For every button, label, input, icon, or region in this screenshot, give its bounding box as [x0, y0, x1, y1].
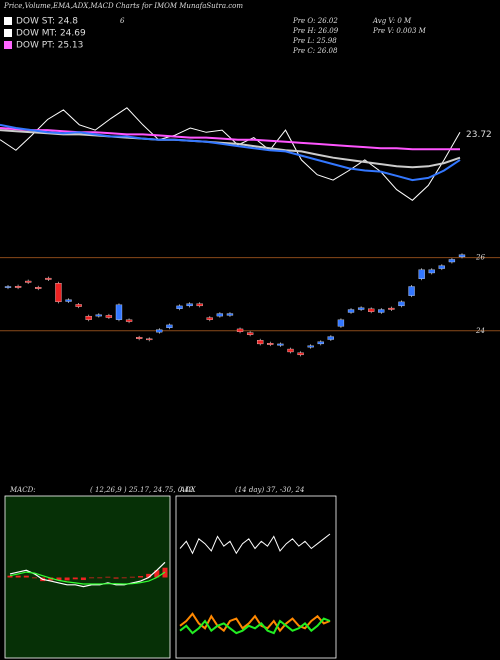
candle-body	[307, 345, 314, 348]
candle-body	[257, 340, 264, 345]
histogram-bar	[89, 577, 95, 579]
candle-body	[357, 307, 365, 310]
y-tick-label: 24	[475, 327, 485, 335]
histogram-bar	[56, 577, 62, 581]
histogram-bar	[154, 570, 160, 578]
candle-body	[125, 319, 133, 322]
candle-body	[458, 254, 466, 258]
histogram-bar	[105, 576, 111, 578]
series-line	[0, 107, 461, 201]
candle-body	[448, 259, 456, 263]
candle-body	[25, 280, 32, 283]
annotation: 23.72	[466, 130, 492, 140]
candle-body	[408, 286, 415, 296]
candle-body	[136, 337, 143, 339]
stat: Pre H: 26.09	[292, 27, 339, 35]
series-line	[9, 571, 166, 585]
histogram-bar	[64, 577, 70, 581]
candle-body	[45, 277, 52, 280]
macd-panel	[4, 495, 171, 659]
series-line	[179, 533, 331, 555]
y-tick-label: 26	[475, 254, 485, 262]
candle-body	[206, 317, 213, 320]
page-title: Price,Volume,EMA,ADX,MACD Charts for IMO…	[3, 2, 243, 10]
histogram-bar	[7, 575, 13, 578]
candle-body	[35, 287, 42, 289]
candle-body	[146, 338, 153, 341]
legend-swatch	[4, 29, 12, 37]
candle-body	[105, 315, 113, 318]
stat: Pre V: 0.003 M	[372, 27, 427, 35]
adx-title: ADX	[179, 486, 197, 494]
stat: Pre O: 26.02	[292, 17, 338, 25]
candle-body	[378, 309, 385, 313]
series-line	[0, 123, 461, 182]
candle-body	[186, 303, 193, 307]
adx-subtitle: (14 day) 37, -30, 24	[235, 486, 304, 494]
legend-swatch	[4, 41, 12, 49]
histogram-bar	[113, 577, 119, 579]
histogram-bar	[121, 577, 127, 579]
candle-body	[156, 329, 163, 333]
histogram-bar	[15, 575, 21, 578]
candle-body	[216, 313, 224, 317]
candle-body	[55, 283, 62, 303]
histogram-bar	[146, 573, 152, 578]
candle-body	[297, 352, 304, 356]
candle-body	[347, 309, 355, 313]
candle-body	[287, 348, 294, 353]
legend-extra: 6	[120, 17, 125, 25]
candle-body	[418, 269, 425, 279]
candle-body	[246, 332, 254, 335]
histogram-bar	[80, 577, 86, 581]
legend-label: DOW PT: 25.13	[16, 41, 83, 51]
histogram-bar	[97, 577, 103, 579]
histogram-bar	[72, 577, 78, 580]
series-line	[179, 617, 331, 635]
histogram-bar	[48, 577, 54, 581]
legend-label: DOW ST: 24.8	[16, 17, 78, 27]
candle-body	[317, 341, 324, 345]
candle-body	[115, 304, 123, 320]
macd-title: MACD:	[9, 486, 36, 494]
histogram-bar	[23, 575, 29, 578]
candle-body	[398, 301, 405, 307]
stat: Avg V: 0 M	[372, 17, 412, 25]
candle-body	[438, 265, 445, 269]
stat: Pre L: 25.98	[292, 37, 337, 45]
candle-body	[196, 303, 203, 307]
legend-swatch	[4, 17, 12, 25]
candle-body	[337, 319, 345, 327]
adx-panel	[175, 495, 337, 659]
candle-body	[428, 269, 435, 274]
candle-body	[166, 324, 173, 328]
candle-body	[277, 343, 284, 346]
histogram-bar	[31, 577, 37, 579]
candle-body	[75, 304, 82, 307]
candle-body	[85, 315, 92, 320]
candle-body	[4, 286, 12, 288]
candle-body	[14, 285, 22, 288]
candle-body	[65, 299, 72, 302]
histogram-bar	[129, 576, 135, 578]
candle-body	[327, 336, 334, 340]
candle-body	[226, 313, 234, 316]
candle-body	[95, 314, 102, 317]
histogram-bar	[138, 576, 144, 578]
candle-body	[176, 305, 183, 309]
stat: Pre C: 26.08	[292, 47, 338, 55]
candle-body	[368, 308, 375, 312]
legend-label: DOW MT: 24.69	[16, 29, 86, 39]
series-line	[9, 561, 166, 588]
candle-body	[388, 307, 395, 310]
series-line	[0, 129, 461, 169]
candle-body	[267, 343, 274, 345]
series-line	[179, 612, 331, 633]
candle-body	[236, 328, 244, 332]
macd-subtitle: ( 12,26,9 ) 25.17, 24.75, 0.42	[90, 486, 194, 494]
